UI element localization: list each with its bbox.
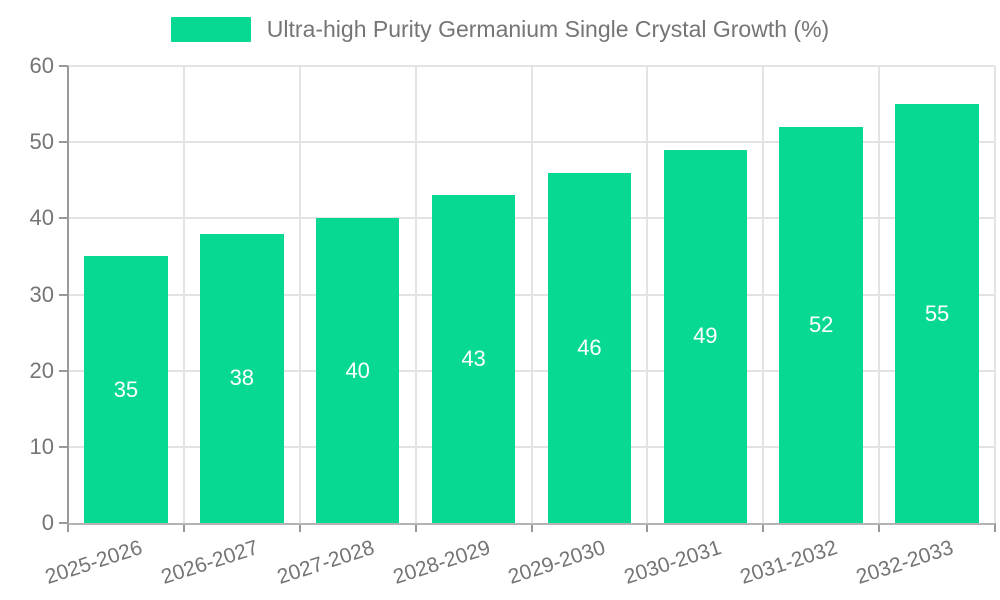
y-axis-tick-label: 10 <box>29 433 54 459</box>
x-gridline <box>530 66 533 523</box>
x-tick-mark <box>414 523 417 532</box>
y-axis-tick-label: 60 <box>29 53 54 78</box>
y-tick-mark <box>59 65 68 67</box>
x-axis-line <box>68 523 995 525</box>
legend-label: Ultra-high Purity Germanium Single Cryst… <box>266 16 830 42</box>
y-tick-mark <box>59 445 68 448</box>
x-gridline <box>646 66 649 523</box>
y-axis-tick-label: 40 <box>29 205 54 231</box>
bar[interactable] <box>663 149 748 523</box>
bar[interactable] <box>779 126 863 523</box>
x-tick-mark <box>530 523 533 532</box>
y-axis-tick-label: 50 <box>29 129 54 155</box>
y-tick-mark <box>59 369 68 372</box>
bar[interactable] <box>431 195 516 523</box>
x-tick-mark <box>878 523 881 532</box>
x-gridline <box>762 66 765 523</box>
bar[interactable] <box>895 104 979 523</box>
x-tick-mark <box>646 523 649 532</box>
y-tick-mark <box>59 293 68 296</box>
y-tick-mark <box>59 141 68 144</box>
x-gridline <box>298 66 301 523</box>
bar[interactable] <box>200 233 284 523</box>
x-tick-mark <box>182 523 185 532</box>
y-axis-tick-label: 20 <box>29 357 54 383</box>
y-axis-line <box>67 66 69 532</box>
x-gridline <box>414 66 417 523</box>
bar[interactable] <box>547 172 632 523</box>
bar[interactable] <box>315 218 400 523</box>
x-tick-mark <box>994 523 996 532</box>
x-tick-mark <box>298 523 301 532</box>
x-gridline <box>994 66 996 523</box>
y-axis-tick-label: 0 <box>41 510 54 535</box>
legend[interactable]: Ultra-high Purity Germanium Single Cryst… <box>0 16 1000 43</box>
x-tick-mark <box>762 523 765 532</box>
y-tick-mark <box>59 217 68 220</box>
x-gridline <box>878 66 881 523</box>
x-gridline <box>182 66 185 523</box>
y-tick-mark <box>59 522 68 524</box>
bar[interactable] <box>84 256 168 523</box>
legend-swatch <box>170 17 251 42</box>
y-axis-tick-label: 30 <box>29 281 54 307</box>
